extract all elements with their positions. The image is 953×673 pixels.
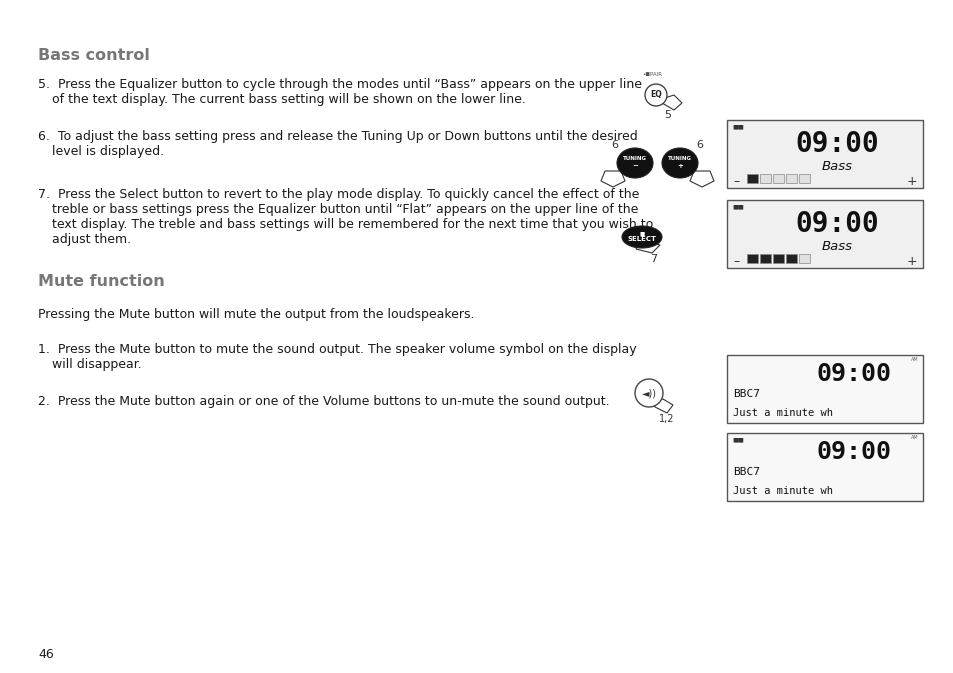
Bar (726, 433, 923, 501)
Text: TUNING: TUNING (622, 157, 646, 162)
Circle shape (635, 379, 662, 407)
Text: TUNING: TUNING (667, 157, 691, 162)
Text: AM: AM (910, 435, 918, 440)
Text: BBC7: BBC7 (732, 468, 760, 477)
Text: 7.  Press the Select button to revert to the play mode display. To quickly cance: 7. Press the Select button to revert to … (38, 188, 639, 201)
Ellipse shape (661, 148, 698, 178)
Bar (726, 200, 923, 268)
Bar (799, 254, 809, 263)
Polygon shape (600, 171, 624, 187)
Text: Just a minute wh: Just a minute wh (732, 408, 832, 418)
Text: EQ: EQ (649, 90, 661, 100)
Text: Pressing the Mute button will mute the output from the loudspeakers.: Pressing the Mute button will mute the o… (38, 308, 474, 321)
Text: 1,2: 1,2 (659, 414, 674, 424)
Polygon shape (661, 95, 681, 110)
Text: of the text display. The current bass setting will be shown on the lower line.: of the text display. The current bass se… (52, 93, 525, 106)
Text: 09:00: 09:00 (794, 130, 878, 157)
Text: ■■: ■■ (731, 437, 743, 442)
Text: 1.  Press the Mute button to mute the sound output. The speaker volume symbol on: 1. Press the Mute button to mute the sou… (38, 343, 636, 356)
Text: 6.  To adjust the bass setting press and release the Tuning Up or Down buttons u: 6. To adjust the bass setting press and … (38, 130, 638, 143)
Bar (772, 174, 783, 183)
Text: text display. The treble and bass settings will be remembered for the next time : text display. The treble and bass settin… (52, 218, 653, 231)
Text: treble or bass settings press the Equalizer button until “Flat” appears on the u: treble or bass settings press the Equali… (52, 203, 638, 216)
Text: will disappear.: will disappear. (52, 358, 142, 371)
Text: +: + (905, 254, 916, 268)
Text: Just a minute wh: Just a minute wh (732, 486, 832, 496)
Polygon shape (652, 399, 672, 413)
Bar (799, 174, 809, 183)
Text: 7: 7 (650, 254, 657, 264)
Text: –: – (732, 254, 739, 268)
Bar (760, 174, 770, 183)
Bar (746, 174, 758, 183)
Text: ◄)): ◄)) (640, 388, 656, 398)
Bar (772, 254, 783, 263)
Text: +: + (905, 175, 916, 188)
Text: •◼PAIR: •◼PAIR (641, 72, 661, 77)
Bar (785, 254, 796, 263)
Bar (785, 174, 796, 183)
Text: 09:00: 09:00 (816, 440, 891, 464)
Bar (746, 254, 758, 263)
Text: AM: AM (910, 357, 918, 362)
Text: +: + (677, 163, 682, 169)
Text: adjust them.: adjust them. (52, 233, 131, 246)
Text: level is displayed.: level is displayed. (52, 145, 164, 158)
Text: 6: 6 (696, 140, 702, 150)
Text: 5.  Press the Equalizer button to cycle through the modes until “Bass” appears o: 5. Press the Equalizer button to cycle t… (38, 78, 641, 91)
Text: Mute function: Mute function (38, 274, 165, 289)
Text: 2.  Press the Mute button again or one of the Volume buttons to un-mute the soun: 2. Press the Mute button again or one of… (38, 395, 609, 408)
Bar (760, 254, 770, 263)
Ellipse shape (621, 226, 661, 248)
Text: BBC7: BBC7 (732, 390, 760, 400)
Text: Bass control: Bass control (38, 48, 150, 63)
Text: 09:00: 09:00 (816, 362, 891, 386)
Bar (726, 355, 923, 423)
Text: SELECT: SELECT (627, 236, 656, 242)
Text: 6: 6 (611, 140, 618, 150)
Text: 09:00: 09:00 (794, 210, 878, 238)
Text: Bass: Bass (821, 240, 851, 253)
Circle shape (644, 84, 666, 106)
Bar (726, 120, 923, 188)
Text: ■■: ■■ (731, 124, 743, 129)
Text: 46: 46 (38, 648, 53, 661)
Text: –: – (732, 175, 739, 188)
Ellipse shape (617, 148, 652, 178)
Polygon shape (689, 171, 713, 187)
Text: ■: ■ (639, 232, 644, 236)
Text: 5: 5 (664, 110, 671, 120)
Text: −: − (632, 163, 638, 169)
Text: ■■: ■■ (731, 204, 743, 209)
Text: Bass: Bass (821, 160, 851, 173)
Polygon shape (636, 241, 659, 253)
